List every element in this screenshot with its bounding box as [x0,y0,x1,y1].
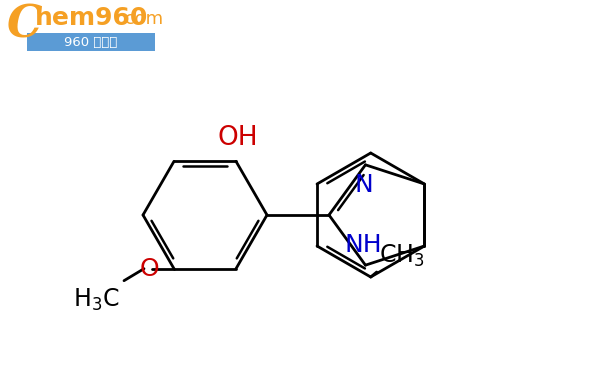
Text: C: C [7,4,42,47]
Text: .com: .com [119,10,163,28]
Text: H$_3$C: H$_3$C [73,287,119,313]
Text: 960 化工网: 960 化工网 [64,36,118,48]
Text: N: N [354,173,373,197]
Bar [27,33,155,51]
Text: O: O [139,257,159,281]
Text: hem960: hem960 [35,6,148,30]
Text: OH: OH [218,125,258,151]
Text: NH: NH [345,233,382,257]
Text: CH$_3$: CH$_3$ [379,243,424,269]
